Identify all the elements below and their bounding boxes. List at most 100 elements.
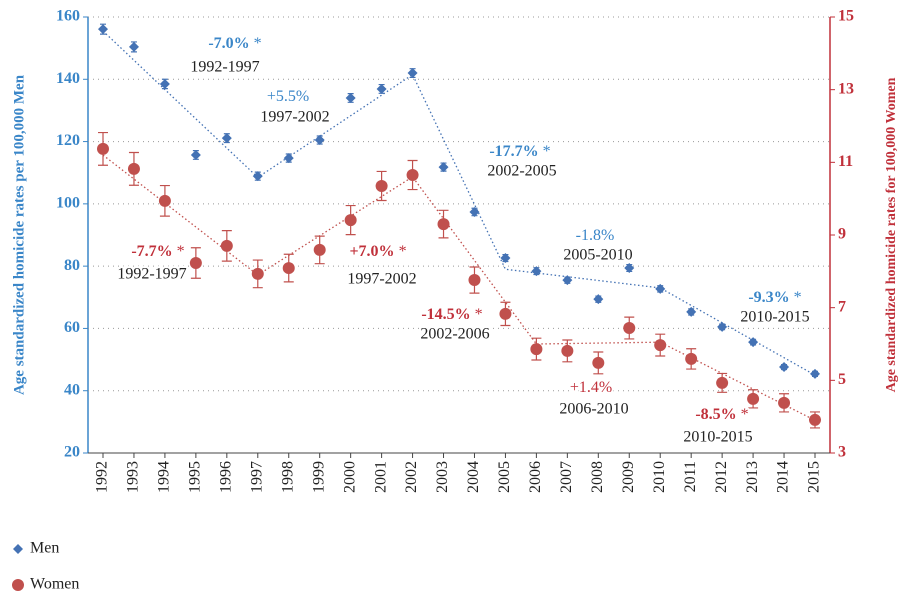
annotation-change: +7.0% * <box>349 243 406 260</box>
marker <box>314 135 325 146</box>
x-tick-label: 2010 <box>651 461 668 493</box>
marker <box>344 214 357 227</box>
x-tick-label: 2001 <box>372 461 389 493</box>
marker <box>189 256 202 269</box>
annotation-change: -7.0% * <box>208 35 261 52</box>
marker <box>686 306 697 317</box>
y2-tick-label: 13 <box>838 80 854 97</box>
x-tick-label: 1994 <box>156 461 173 493</box>
marker <box>779 362 790 373</box>
x-tick-label: 2000 <box>341 461 358 493</box>
marker <box>809 413 821 426</box>
marker <box>313 243 326 256</box>
annotation-value: -1.8% <box>576 227 615 244</box>
y-tick-label: 20 <box>64 444 80 461</box>
x-tick-label: 2012 <box>713 461 730 493</box>
marker <box>376 83 387 94</box>
marker <box>128 41 139 52</box>
marker <box>623 322 636 335</box>
marker <box>251 267 264 280</box>
x-tick-label: 2008 <box>589 461 606 493</box>
legend-label: Women <box>30 576 79 593</box>
marker <box>748 337 759 348</box>
annotation-value: -14.5% <box>421 306 470 323</box>
x-tick-label: 2009 <box>620 461 637 493</box>
marker <box>561 344 574 357</box>
marker <box>685 352 698 365</box>
marker <box>468 274 481 287</box>
marker <box>655 283 666 294</box>
trend-line <box>102 30 816 376</box>
x-tick-label: 1992 <box>94 461 111 493</box>
marker <box>407 68 418 79</box>
x-tick-label: 2013 <box>744 461 761 493</box>
marker <box>530 343 543 356</box>
annotation-period: 1992-1997 <box>117 266 186 283</box>
annotation-period: 2010-2015 <box>683 429 752 446</box>
y-tick-label: 60 <box>64 319 80 336</box>
annotation-mark: * <box>177 243 185 260</box>
y-tick-label: 80 <box>64 257 80 274</box>
marker <box>717 321 728 332</box>
x-tick-label: 2005 <box>496 461 513 493</box>
x-tick-label: 1993 <box>125 461 142 493</box>
annotation-value: +7.0% <box>349 243 394 260</box>
annotation-mark: * <box>254 35 262 52</box>
annotation-change: -1.8% <box>576 227 615 244</box>
annotation-period: 2002-2005 <box>487 163 556 180</box>
x-tick-label: 1995 <box>187 461 204 493</box>
annotation-period: 2010-2015 <box>740 309 809 326</box>
y2-axis-label: Age standardized homicide rates for 100,… <box>884 77 899 392</box>
marker <box>283 153 294 164</box>
y2-tick-label: 11 <box>838 153 853 170</box>
x-tick-label: 1999 <box>310 461 327 493</box>
annotation-period: 1997-2002 <box>347 271 416 288</box>
annotation-period: 2006-2010 <box>559 401 628 418</box>
marker <box>190 149 201 160</box>
legend-marker <box>13 544 23 554</box>
annotation-mark: * <box>741 406 749 423</box>
annotation-change: -9.3% * <box>748 289 801 306</box>
marker <box>97 142 109 155</box>
marker <box>345 92 356 103</box>
x-tick-label: 1998 <box>279 461 296 493</box>
y2-tick-label: 5 <box>838 371 846 388</box>
annotation-period: 1997-2002 <box>260 109 329 126</box>
marker <box>778 396 791 409</box>
y-tick-label: 140 <box>56 70 80 87</box>
marker <box>654 339 667 352</box>
annotation-change: -8.5% * <box>695 406 748 423</box>
marker <box>406 169 419 182</box>
legend-marker <box>12 579 24 591</box>
y-tick-label: 40 <box>64 381 80 398</box>
marker <box>158 194 171 207</box>
trend-line <box>102 154 816 421</box>
marker <box>159 78 170 89</box>
marker <box>500 253 511 264</box>
x-tick-label: 2003 <box>434 461 451 493</box>
annotation-value: -8.5% <box>695 406 736 423</box>
x-tick-label: 2015 <box>806 461 823 493</box>
y-tick-label: 100 <box>56 195 80 212</box>
annotation-value: +5.5% <box>267 88 309 105</box>
marker <box>469 206 480 217</box>
marker <box>624 263 635 274</box>
marker <box>282 262 295 275</box>
x-tick-label: 2014 <box>775 461 792 493</box>
annotation-mark: * <box>543 143 551 160</box>
annotation-change: +5.5% <box>267 88 309 105</box>
annotation-period: 1992-1997 <box>190 59 259 76</box>
annotation-value: -17.7% <box>489 143 538 160</box>
y2-tick-label: 9 <box>838 226 846 243</box>
y2-tick-label: 7 <box>838 298 846 315</box>
marker <box>221 133 232 144</box>
marker <box>375 179 388 192</box>
marker <box>592 356 605 369</box>
marker <box>716 376 729 389</box>
annotation-period: 2002-2006 <box>420 326 489 343</box>
marker <box>220 239 233 252</box>
marker <box>593 294 604 305</box>
marker <box>531 266 542 277</box>
marker <box>252 171 263 182</box>
